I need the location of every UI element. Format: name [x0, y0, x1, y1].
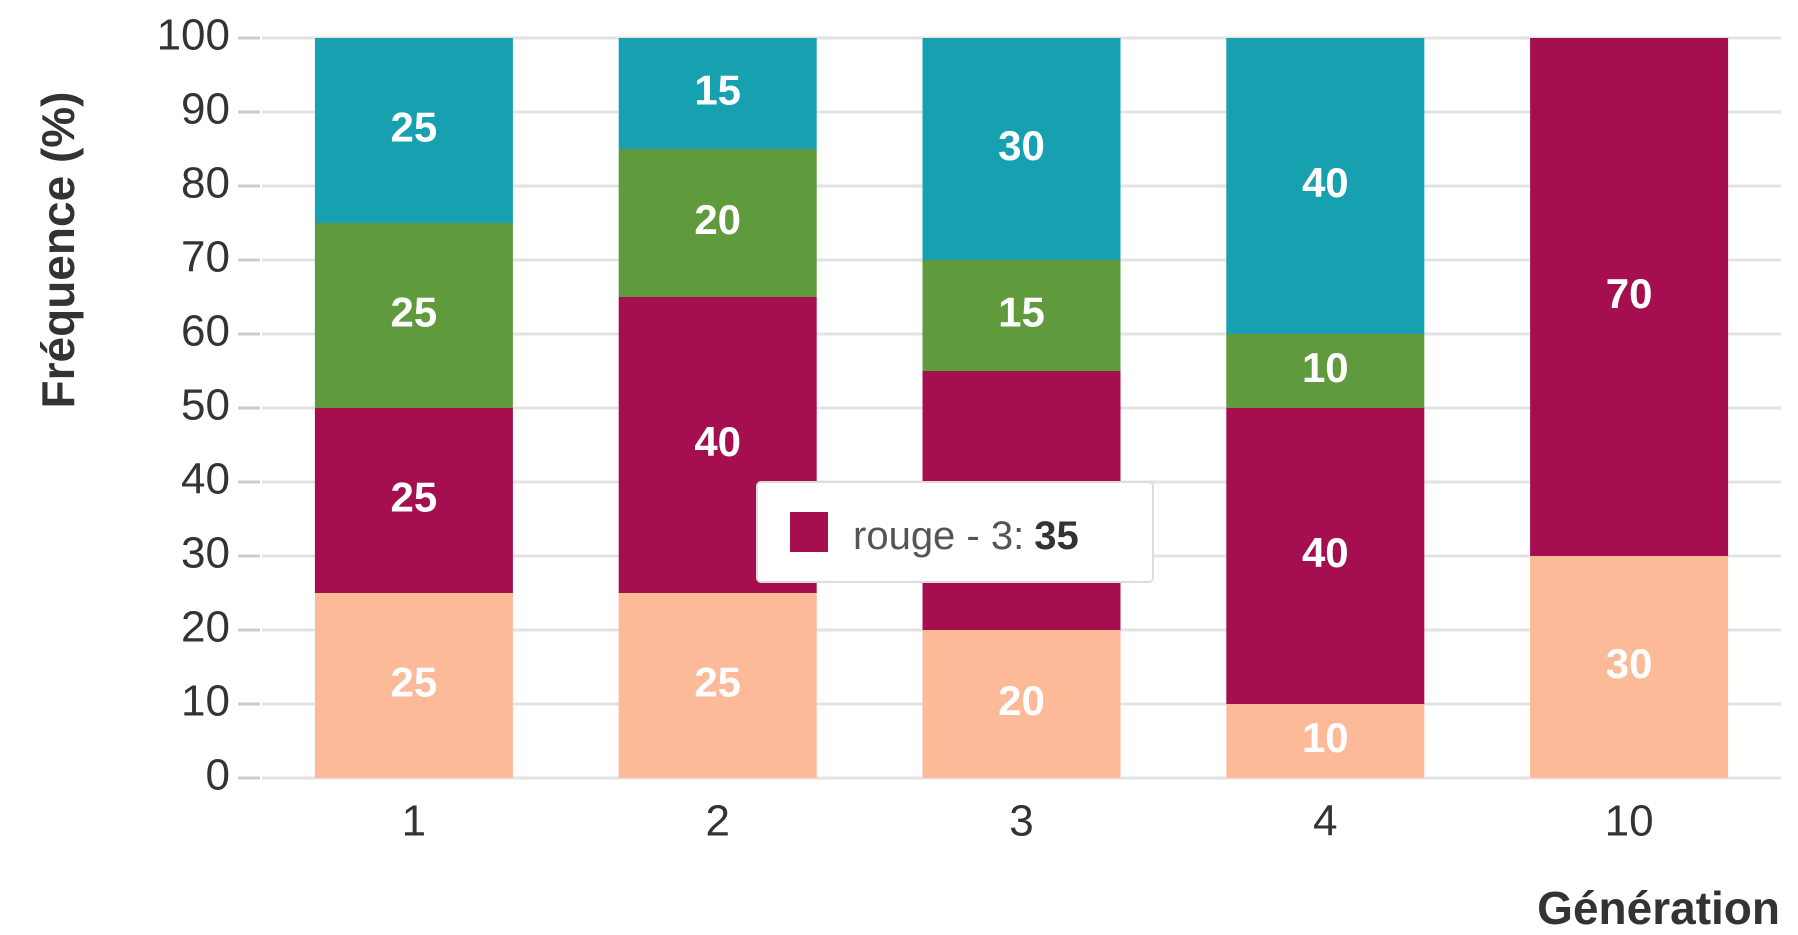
bar-label: 10 — [1302, 714, 1349, 761]
bar-label: 10 — [1302, 344, 1349, 391]
bar-label: 15 — [998, 289, 1045, 336]
bar-segment — [1530, 556, 1729, 778]
bar-label: 20 — [998, 677, 1045, 724]
bar-segment — [618, 38, 817, 149]
bar-segment — [1226, 334, 1425, 408]
x-tick-label: 3 — [1009, 797, 1033, 846]
y-tick-label: 60 — [181, 307, 230, 356]
x-axis-title: Génération — [1537, 882, 1780, 934]
bar-segment — [314, 223, 513, 408]
bar-label: 30 — [998, 122, 1045, 169]
tooltip-swatch — [790, 512, 828, 552]
bar-label: 25 — [391, 659, 438, 706]
y-tick-label: 100 — [157, 11, 230, 60]
bar-segment — [922, 260, 1121, 371]
bar-segment — [618, 149, 817, 297]
x-tick-label: 4 — [1313, 797, 1337, 846]
bar-label: 25 — [391, 104, 438, 151]
bar-segment — [1226, 704, 1425, 778]
x-tick-label: 1 — [402, 797, 426, 846]
y-tick-label: 10 — [181, 677, 230, 726]
y-tick-label: 40 — [181, 455, 230, 504]
y-tick-label: 70 — [181, 233, 230, 282]
bar-segment — [1226, 38, 1425, 334]
bar-segment — [618, 593, 817, 778]
y-axis-title: Fréquence (%) — [32, 92, 84, 409]
bar-label: 40 — [1302, 529, 1349, 576]
bar-label: 20 — [694, 196, 741, 243]
bar-label: 15 — [694, 67, 741, 114]
tooltip-value: 35 — [1034, 514, 1079, 558]
y-tick-label: 90 — [181, 85, 230, 134]
tooltip-text: rouge - 3: 35 — [853, 514, 1079, 558]
x-tick-label: 2 — [705, 797, 729, 846]
tooltip-label: rouge - 3: — [853, 514, 1024, 558]
bar-segment — [922, 630, 1121, 778]
x-tick-label: 10 — [1605, 797, 1654, 846]
bar-segment — [1530, 38, 1729, 556]
bar-label: 25 — [391, 474, 438, 521]
y-tick-label: 50 — [181, 381, 230, 430]
bar-label: 25 — [694, 659, 741, 706]
y-tick-label: 80 — [181, 159, 230, 208]
bar-label: 40 — [1302, 159, 1349, 206]
bar-segment — [314, 593, 513, 778]
bar-segment — [314, 38, 513, 223]
bar-segment — [922, 38, 1121, 260]
bar-label: 70 — [1606, 270, 1653, 317]
tooltip-box — [756, 481, 1154, 583]
tooltip: rouge - 3: 35 — [756, 481, 1154, 583]
bar-label: 25 — [391, 289, 438, 336]
bar-segment — [1226, 408, 1425, 704]
y-tick-label: 20 — [181, 603, 230, 652]
y-tick-label: 30 — [181, 529, 230, 578]
bar-label: 30 — [1606, 640, 1653, 687]
y-tick-label: 0 — [206, 751, 230, 800]
bar-segment — [314, 408, 513, 593]
bar-label: 40 — [694, 418, 741, 465]
